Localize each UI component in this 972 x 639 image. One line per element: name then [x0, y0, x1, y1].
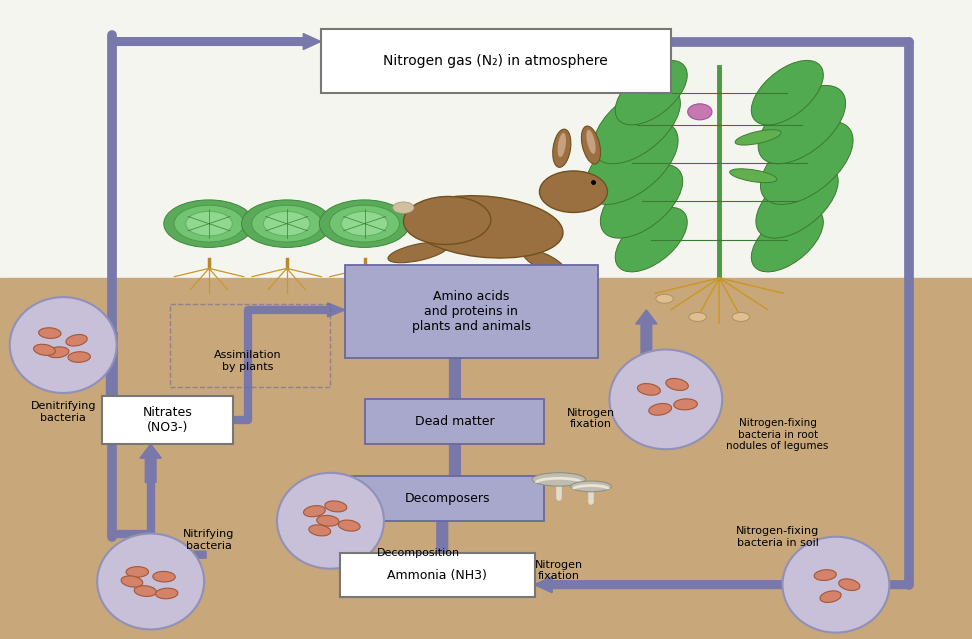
Bar — [0, 278, 972, 639]
Ellipse shape — [263, 212, 310, 236]
Text: Assimilation
by plants: Assimilation by plants — [214, 350, 282, 372]
Bar — [364, 399, 544, 444]
Ellipse shape — [277, 473, 384, 569]
Ellipse shape — [585, 121, 678, 204]
Ellipse shape — [388, 242, 448, 263]
Text: Nitrogen-fixing
bacteria in soil: Nitrogen-fixing bacteria in soil — [736, 526, 819, 548]
Ellipse shape — [689, 312, 707, 321]
Ellipse shape — [553, 129, 571, 167]
Ellipse shape — [409, 196, 563, 258]
Bar — [321, 29, 671, 93]
Ellipse shape — [325, 501, 347, 512]
Ellipse shape — [666, 378, 688, 390]
FancyArrow shape — [444, 444, 466, 497]
Ellipse shape — [756, 164, 838, 238]
Ellipse shape — [586, 130, 596, 154]
Ellipse shape — [134, 586, 156, 596]
Ellipse shape — [601, 164, 682, 238]
Text: Dead matter: Dead matter — [415, 415, 494, 428]
Ellipse shape — [303, 505, 326, 517]
Text: Ammonia (NH3): Ammonia (NH3) — [388, 569, 487, 581]
Bar — [345, 265, 598, 358]
FancyArrow shape — [112, 34, 321, 50]
Ellipse shape — [593, 86, 680, 164]
FancyArrow shape — [636, 310, 657, 377]
Ellipse shape — [174, 205, 244, 242]
Ellipse shape — [39, 328, 61, 339]
Ellipse shape — [66, 334, 87, 346]
Ellipse shape — [732, 312, 749, 321]
Ellipse shape — [730, 169, 777, 183]
Ellipse shape — [122, 576, 143, 587]
Ellipse shape — [97, 534, 204, 629]
Ellipse shape — [163, 200, 255, 247]
Ellipse shape — [615, 61, 687, 125]
Ellipse shape — [638, 383, 660, 396]
Ellipse shape — [609, 350, 722, 449]
Text: Nitrates
(NO3-): Nitrates (NO3-) — [143, 406, 192, 434]
Ellipse shape — [820, 591, 841, 603]
Text: Denitrifying
bacteria: Denitrifying bacteria — [30, 401, 96, 423]
FancyArrow shape — [101, 332, 122, 419]
Text: Nitrogen gas (N₂) in atmosphere: Nitrogen gas (N₂) in atmosphere — [383, 54, 608, 68]
Ellipse shape — [341, 212, 388, 236]
Ellipse shape — [156, 588, 178, 599]
Bar — [170, 304, 330, 387]
FancyArrow shape — [535, 578, 782, 592]
Ellipse shape — [34, 344, 55, 355]
Ellipse shape — [10, 297, 117, 393]
Ellipse shape — [558, 133, 566, 157]
FancyArrow shape — [140, 444, 161, 482]
Ellipse shape — [186, 212, 232, 236]
Ellipse shape — [241, 200, 331, 247]
Text: Amino acids
and proteins in
plants and animals: Amino acids and proteins in plants and a… — [412, 290, 531, 333]
Ellipse shape — [539, 171, 608, 212]
Ellipse shape — [751, 61, 823, 125]
Ellipse shape — [839, 579, 860, 590]
Ellipse shape — [615, 208, 687, 272]
FancyArrow shape — [432, 521, 453, 573]
Ellipse shape — [760, 121, 853, 204]
Ellipse shape — [330, 205, 399, 242]
Ellipse shape — [648, 403, 672, 415]
Ellipse shape — [68, 351, 90, 362]
Bar — [350, 476, 544, 521]
Text: Decomposition: Decomposition — [376, 548, 460, 558]
Text: Nitrogen
fixation: Nitrogen fixation — [535, 560, 583, 581]
Ellipse shape — [782, 537, 889, 633]
FancyArrow shape — [535, 576, 909, 593]
Ellipse shape — [523, 249, 566, 275]
Ellipse shape — [317, 516, 339, 526]
Ellipse shape — [47, 347, 69, 358]
Ellipse shape — [758, 86, 846, 164]
Ellipse shape — [319, 200, 410, 247]
Ellipse shape — [735, 130, 781, 145]
Ellipse shape — [252, 205, 322, 242]
FancyArrow shape — [248, 303, 345, 317]
Ellipse shape — [571, 481, 611, 492]
Text: Nitrogen-fixing
bacteria in root
nodules of legumes: Nitrogen-fixing bacteria in root nodules… — [726, 418, 829, 451]
Ellipse shape — [688, 104, 712, 120]
Ellipse shape — [656, 295, 674, 304]
Text: Decomposers: Decomposers — [404, 492, 490, 505]
Ellipse shape — [309, 525, 330, 536]
Ellipse shape — [815, 570, 836, 580]
Ellipse shape — [581, 126, 601, 164]
FancyArrow shape — [112, 548, 206, 562]
Ellipse shape — [338, 520, 360, 531]
Ellipse shape — [153, 571, 175, 582]
Bar — [340, 553, 535, 597]
FancyArrow shape — [444, 358, 466, 419]
Ellipse shape — [126, 567, 149, 577]
Bar — [0, 0, 972, 278]
Ellipse shape — [393, 202, 414, 213]
Bar — [102, 396, 233, 444]
Ellipse shape — [751, 208, 823, 272]
Text: Nitrifying
bacteria: Nitrifying bacteria — [184, 529, 234, 551]
Ellipse shape — [532, 473, 585, 486]
Ellipse shape — [674, 399, 697, 410]
Ellipse shape — [403, 196, 491, 245]
Text: Nitrogen
fixation: Nitrogen fixation — [567, 408, 615, 429]
